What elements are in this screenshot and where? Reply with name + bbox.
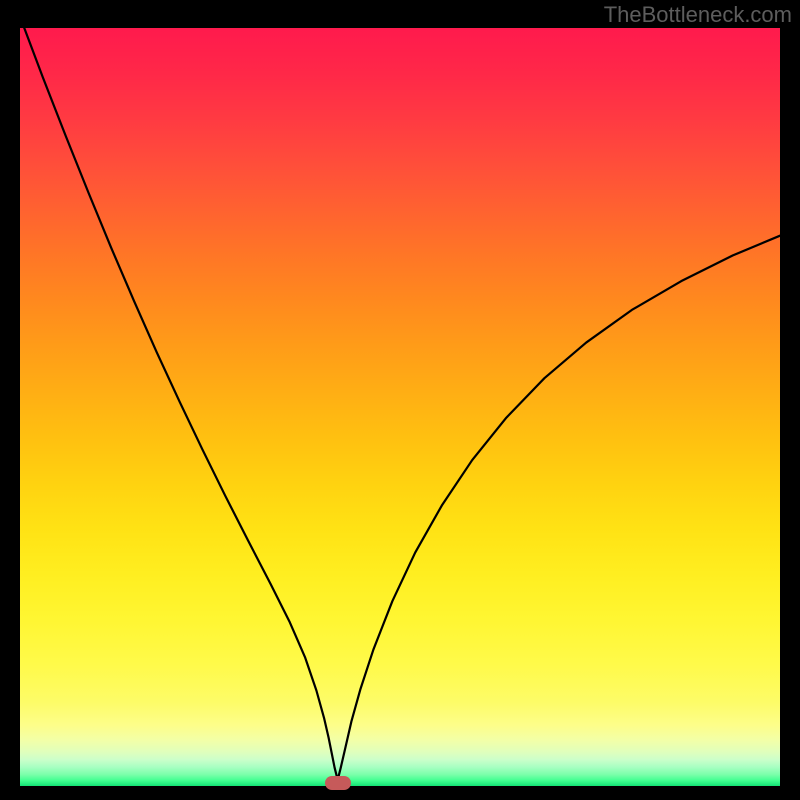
curve-svg xyxy=(20,28,780,786)
bottleneck-curve xyxy=(20,17,780,780)
optimal-marker xyxy=(325,776,351,790)
plot-area xyxy=(20,28,780,786)
watermark-text: TheBottleneck.com xyxy=(604,2,792,28)
chart-container: TheBottleneck.com xyxy=(0,0,800,800)
